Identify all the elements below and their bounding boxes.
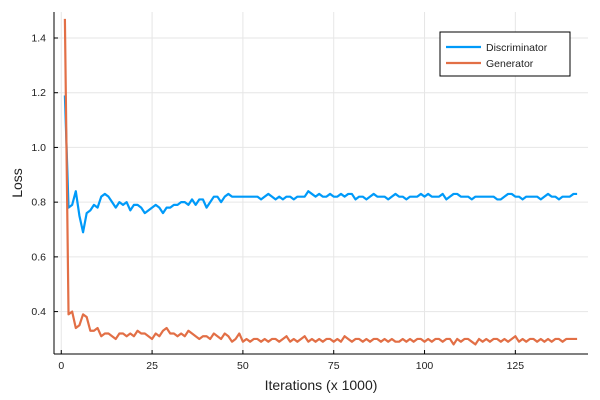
x-tick-label: 100 <box>416 360 434 372</box>
y-tick-label: 0.4 <box>31 306 46 318</box>
grid <box>54 12 588 354</box>
x-ticks: 0 25 50 75 100 125 <box>58 350 524 372</box>
legend-label-discriminator: Discriminator <box>486 42 548 54</box>
x-tick-label: 75 <box>328 360 340 372</box>
legend-label-generator: Generator <box>486 58 534 70</box>
x-axis-label: Iterations (x 1000) <box>265 377 378 393</box>
series-line-discriminator <box>63 95 578 234</box>
x-tick-label: 25 <box>146 360 158 372</box>
x-tick-label: 50 <box>237 360 249 372</box>
x-tick-label: 0 <box>58 360 64 372</box>
y-tick-label: 0.8 <box>31 197 46 209</box>
axes <box>53 12 588 355</box>
x-tick-label: 125 <box>507 360 525 372</box>
y-tick-label: 1.0 <box>31 142 46 154</box>
legend: Discriminator Generator <box>439 31 571 77</box>
y-tick-label: 1.2 <box>31 87 46 99</box>
y-ticks: 0.4 0.6 0.8 1.0 1.2 1.4 <box>31 32 58 318</box>
y-tick-label: 0.6 <box>31 251 46 263</box>
y-axis-label: Loss <box>9 168 25 198</box>
legend-box <box>439 31 571 77</box>
y-tick-label: 1.4 <box>31 32 46 44</box>
series-line-generator <box>63 18 578 346</box>
series-lines <box>63 18 578 346</box>
